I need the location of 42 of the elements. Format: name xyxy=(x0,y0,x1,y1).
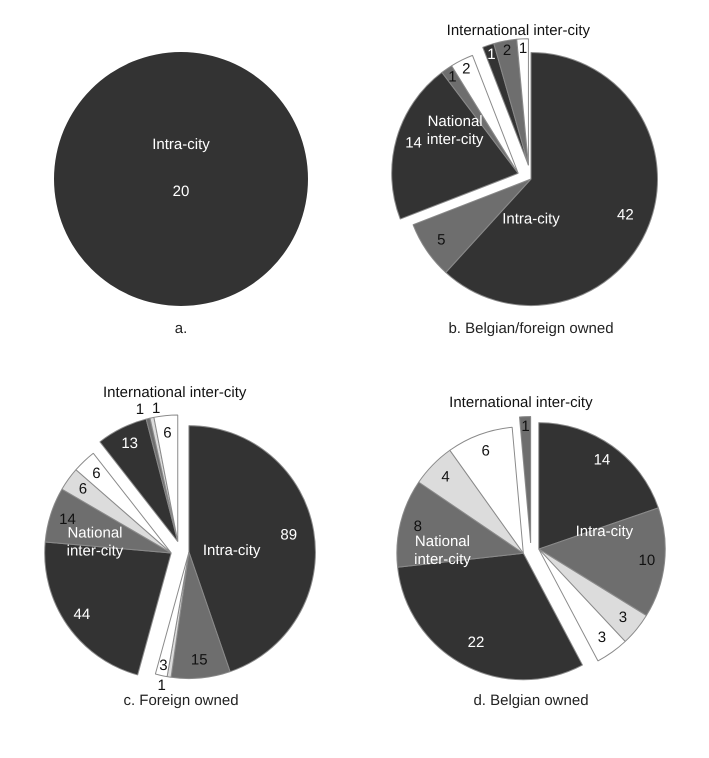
data-label: 3 xyxy=(618,609,628,626)
data-label: 6 xyxy=(481,442,490,460)
text: International inter-city xyxy=(449,394,594,412)
data-label: 22 xyxy=(468,634,484,651)
data-label: 3 xyxy=(598,628,606,646)
data-label: 1 xyxy=(448,68,457,86)
data-label: 1 xyxy=(152,400,160,418)
data-label: 5 xyxy=(437,232,446,249)
data-label: 1 xyxy=(487,46,496,64)
data-label: 89 xyxy=(280,526,298,544)
data-label: 20 xyxy=(172,182,190,200)
data-label: 8 xyxy=(414,518,422,536)
data-label: 15 xyxy=(190,652,208,669)
text: d. Belgian owned xyxy=(473,692,589,710)
text: International inter-city xyxy=(446,22,591,40)
text: Intra-city xyxy=(202,542,261,560)
data-label: 13 xyxy=(121,435,138,452)
text: National inter-city xyxy=(426,113,484,148)
data-label: 1 xyxy=(521,418,530,435)
data-label: 1 xyxy=(157,677,166,694)
data-label: 14 xyxy=(594,452,610,469)
data-label: 6 xyxy=(92,465,101,482)
data-label: 10 xyxy=(638,552,656,570)
text: Intra-city xyxy=(576,523,634,540)
data-label: 1 xyxy=(518,40,528,58)
data-label: 1 xyxy=(136,400,144,418)
text: c. Foreign owned xyxy=(123,692,239,710)
data-label: 14 xyxy=(405,134,422,152)
text: International inter-city xyxy=(102,384,247,402)
data-label: 6 xyxy=(163,424,172,442)
text: Intra-city xyxy=(152,136,210,153)
data-label: 42 xyxy=(617,206,634,224)
data-label: 4 xyxy=(441,468,450,486)
text: Intra-city xyxy=(502,210,560,228)
data-label: 2 xyxy=(502,42,512,59)
data-label: 3 xyxy=(159,656,168,674)
text: a. xyxy=(174,320,188,338)
text: b. Belgian/foreign owned xyxy=(448,320,614,338)
data-label: 6 xyxy=(78,480,88,498)
data-label: 44 xyxy=(74,606,90,624)
data-label: 2 xyxy=(462,60,470,78)
text: National inter-city xyxy=(414,533,472,568)
